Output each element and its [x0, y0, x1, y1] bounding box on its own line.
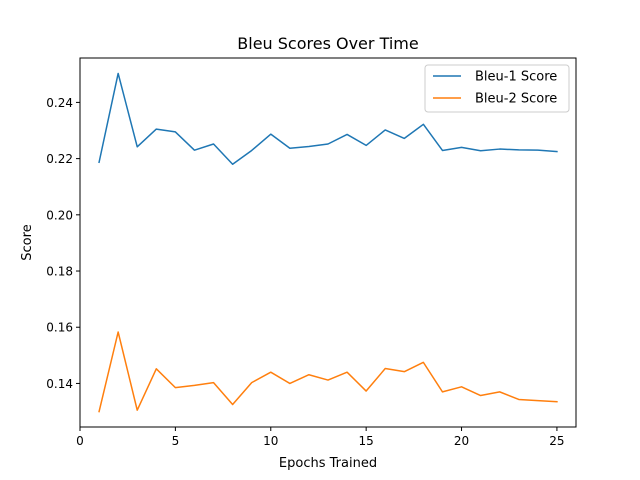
y-tick-label: 0.16: [46, 321, 73, 335]
x-tick-label: 5: [172, 434, 180, 448]
series-line-2: [98, 331, 558, 413]
x-tick-label: 25: [549, 434, 564, 448]
y-tick-label: 0.24: [46, 96, 73, 110]
y-tick-label: 0.22: [46, 152, 73, 166]
y-tick-label: 0.14: [46, 377, 73, 391]
plot-area: [98, 72, 558, 413]
y-tick-label: 0.20: [46, 208, 73, 222]
x-axis-label: Epochs Trained: [279, 456, 377, 471]
x-tick-label: 15: [359, 434, 374, 448]
legend-label-bleu-1: Bleu-1 Score: [475, 70, 557, 85]
x-tick-label: 0: [76, 434, 84, 448]
series-line-1: [98, 72, 558, 165]
legend: Bleu-1 Score Bleu-2 Score: [424, 64, 570, 113]
x-tick-label: 20: [454, 434, 469, 448]
axis-ticks: 0 5 10 15 20 25 0.14 0.16 0.18 0.20 0.22 0.24: [46, 96, 564, 448]
chart-title: Bleu Scores Over Time: [237, 34, 418, 53]
legend-label-bleu-2: Bleu-2 Score: [475, 92, 557, 107]
y-axis-label: Score: [20, 224, 35, 260]
y-tick-label: 0.18: [46, 265, 73, 279]
axes-frame: [79, 57, 577, 428]
x-tick-label: 10: [263, 434, 278, 448]
